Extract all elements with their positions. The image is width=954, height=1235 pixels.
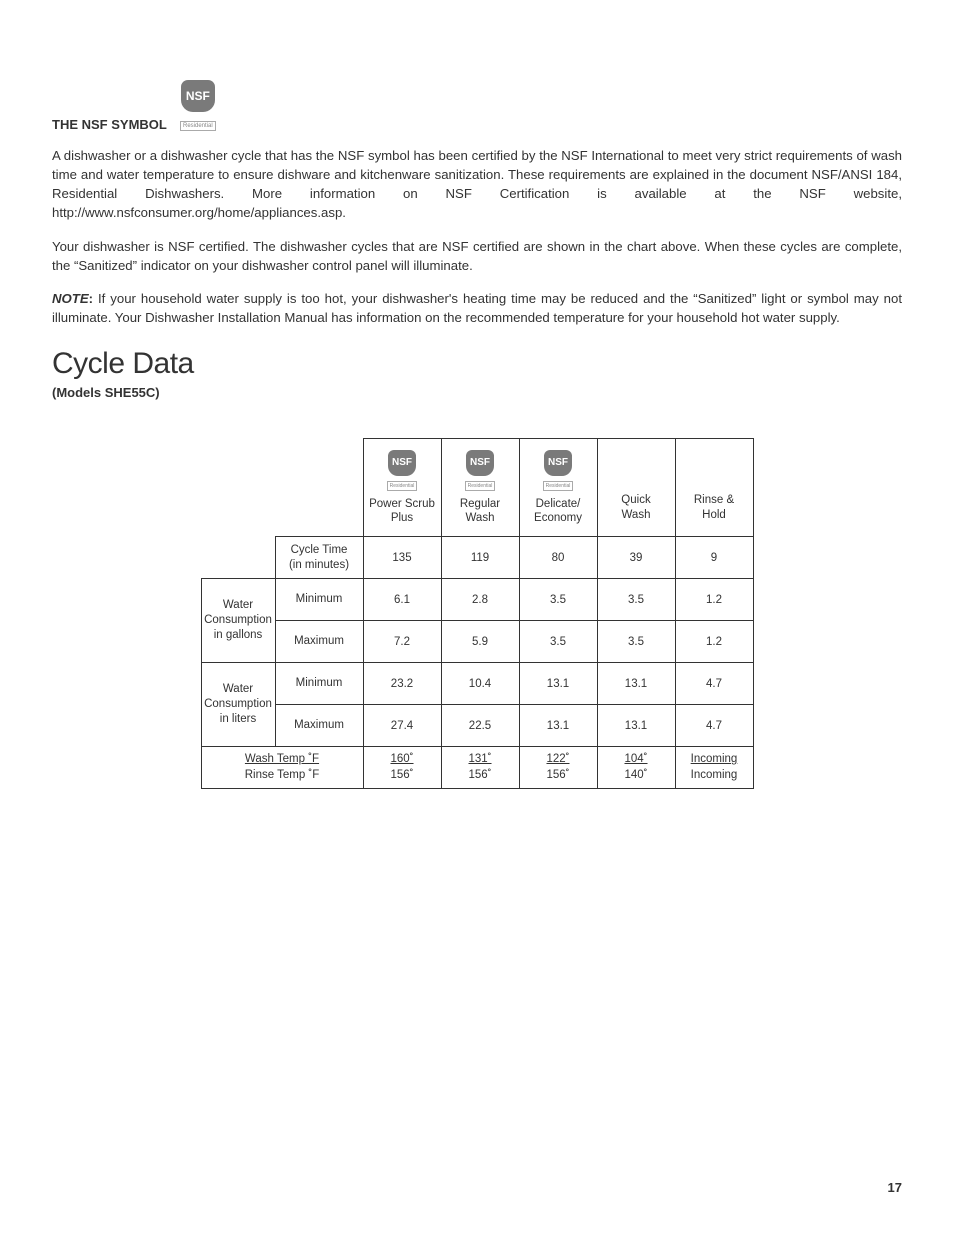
page-number: 17 (888, 1180, 902, 1195)
table-row: Water Consumption in liters Minimum 23.2… (201, 663, 753, 705)
row-group-liters: Water Consumption in liters (201, 663, 275, 747)
nsf-symbol-icon: NSF Residential (177, 80, 219, 132)
nsf-shield-icon: NSF (544, 450, 572, 476)
col-label: Economy (534, 512, 582, 524)
empty-cell (201, 439, 363, 537)
nsf-section-header: THE NSF SYMBOL NSF Residential (52, 80, 902, 132)
row-label-max: Maximum (275, 621, 363, 663)
col-label: Delicate/ (536, 498, 581, 510)
cell-value: 3.5 (597, 621, 675, 663)
cell-value: 4.7 (675, 663, 753, 705)
row-label-max: Maximum (275, 705, 363, 747)
table-row: Maximum 27.4 22.5 13.1 13.1 4.7 (201, 705, 753, 747)
table-row: Maximum 7.2 5.9 3.5 3.5 1.2 (201, 621, 753, 663)
row-label-min: Minimum (275, 579, 363, 621)
cell-value: 39 (597, 537, 675, 579)
table-row: NSF Residential Power Scrub Plus NSF Resi… (201, 439, 753, 537)
note-label: NOTE (52, 291, 89, 306)
row-label-temps: Wash Temp ˚F Rinse Temp ˚F (201, 747, 363, 789)
cell-value: 3.5 (597, 579, 675, 621)
nsf-shield-icon: NSF (466, 450, 494, 476)
nsf-residential-label: Residential (465, 481, 496, 491)
column-header-quick-wash: Quick Wash (597, 439, 675, 537)
cell-value: 13.1 (597, 663, 675, 705)
cell-value: 10.4 (441, 663, 519, 705)
column-header-regular-wash: NSF Residential Regular Wash (441, 439, 519, 537)
cell-value: 9 (675, 537, 753, 579)
cell-value: 80 (519, 537, 597, 579)
row-group-gallons: Water Consumption in gallons (201, 579, 275, 663)
column-header-rinse-hold: Rinse & Hold (675, 439, 753, 537)
cell-temp: 131˚ 156˚ (441, 747, 519, 789)
cell-value: 3.5 (519, 579, 597, 621)
table-row: Wash Temp ˚F Rinse Temp ˚F 160˚ 156˚ 131… (201, 747, 753, 789)
cell-value: 1.2 (675, 579, 753, 621)
cell-temp: Incoming Incoming (675, 747, 753, 789)
table-row: Cycle Time (in minutes) 135 119 80 39 9 (201, 537, 753, 579)
cell-temp: 160˚ 156˚ (363, 747, 441, 789)
cell-value: 3.5 (519, 621, 597, 663)
col-label: Wash (622, 509, 651, 521)
cell-temp: 104˚ 140˚ (597, 747, 675, 789)
cell-value: 13.1 (519, 705, 597, 747)
col-label: Rinse & (694, 494, 734, 506)
table-row: Water Consumption in gallons Minimum 6.1… (201, 579, 753, 621)
empty-cell (201, 537, 275, 579)
row-label-cycle-time: Cycle Time (in minutes) (275, 537, 363, 579)
cycle-data-subtitle: (Models SHE55C) (52, 385, 902, 400)
nsf-residential-label: Residential (387, 481, 418, 491)
col-label: Plus (391, 512, 413, 524)
nsf-shield-icon: NSF (181, 80, 215, 112)
col-label: Hold (702, 509, 726, 521)
cell-value: 2.8 (441, 579, 519, 621)
column-header-power-scrub: NSF Residential Power Scrub Plus (363, 439, 441, 537)
cell-value: 7.2 (363, 621, 441, 663)
nsf-residential-label: Residential (180, 121, 216, 131)
nsf-symbol-icon: NSF Residential (537, 450, 579, 491)
cell-value: 5.9 (441, 621, 519, 663)
cell-value: 22.5 (441, 705, 519, 747)
paragraph-nsf-description: A dishwasher or a dishwasher cycle that … (52, 146, 902, 223)
column-header-delicate-economy: NSF Residential Delicate/Economy (519, 439, 597, 537)
nsf-symbol-icon: NSF Residential (459, 450, 501, 491)
cell-value: 4.7 (675, 705, 753, 747)
cycle-data-table: NSF Residential Power Scrub Plus NSF Resi… (201, 438, 754, 789)
cell-value: 13.1 (597, 705, 675, 747)
col-label: Regular (460, 498, 500, 510)
cycle-data-title: Cycle Data (52, 347, 902, 381)
cell-value: 135 (363, 537, 441, 579)
nsf-symbol-icon: NSF Residential (381, 450, 423, 491)
cell-value: 1.2 (675, 621, 753, 663)
nsf-residential-label: Residential (543, 481, 574, 491)
col-label: Quick (621, 494, 650, 506)
cell-value: 23.2 (363, 663, 441, 705)
cell-value: 13.1 (519, 663, 597, 705)
row-label-min: Minimum (275, 663, 363, 705)
nsf-shield-icon: NSF (388, 450, 416, 476)
cell-value: 27.4 (363, 705, 441, 747)
col-label: Power Scrub (369, 498, 435, 510)
col-label: Wash (466, 512, 495, 524)
section-title: THE NSF SYMBOL (52, 117, 167, 132)
cell-temp: 122˚ 156˚ (519, 747, 597, 789)
note-body: If your household water supply is too ho… (52, 291, 902, 325)
cell-value: 6.1 (363, 579, 441, 621)
cell-value: 119 (441, 537, 519, 579)
paragraph-nsf-certified: Your dishwasher is NSF certified. The di… (52, 237, 902, 275)
paragraph-note: NOTE: If your household water supply is … (52, 289, 902, 327)
